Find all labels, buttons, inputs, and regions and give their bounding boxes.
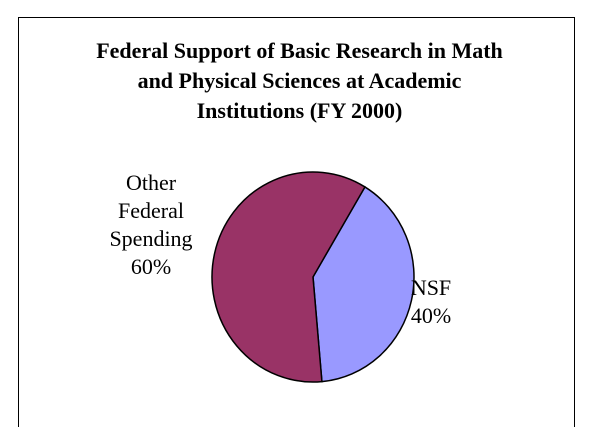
slice-label-nsf-line-1: NSF <box>410 275 452 300</box>
slice-label-other-line-1: Other <box>125 170 177 195</box>
slice-label-other-federal-spending: Other Federal Spending 60% <box>98 169 204 281</box>
chart-title: Federal Support of Basic Research in Mat… <box>40 36 559 126</box>
slice-label-other-percent: 60% <box>130 254 172 279</box>
slice-label-other-line-2: Federal <box>118 198 184 223</box>
chart-title-line-1: Federal Support of Basic Research in Mat… <box>96 38 503 63</box>
chart-title-line-2: and Physical Sciences at Academic <box>137 68 462 93</box>
slice-label-nsf: NSF 40% <box>400 274 462 330</box>
slice-label-other-line-3: Spending <box>109 226 193 251</box>
pie-slice-other-federal-spending <box>211 171 366 383</box>
slice-label-nsf-percent: 40% <box>410 303 452 328</box>
pie-slice-nsf <box>312 185 415 383</box>
chart-title-line-3: Institutions (FY 2000) <box>196 98 403 123</box>
